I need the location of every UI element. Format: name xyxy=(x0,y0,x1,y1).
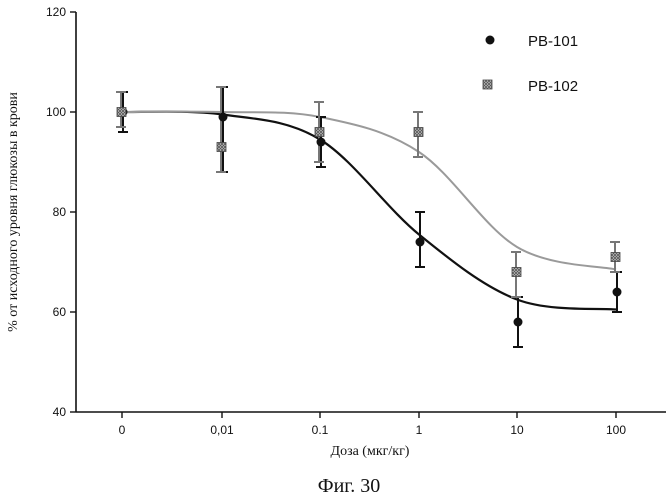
legend-label-pb101: PB-101 xyxy=(528,33,578,50)
x-tick-label: 10 xyxy=(510,423,524,437)
fit-curve-pb-102 xyxy=(121,110,617,271)
point-pb102 xyxy=(314,127,325,137)
point-pb102 xyxy=(511,267,522,277)
x-tick-label: 1 xyxy=(416,423,423,437)
fit-curve-pb-101 xyxy=(121,110,617,311)
point-pb101 xyxy=(513,317,523,327)
y-tick-label: 40 xyxy=(53,405,67,419)
legend-marker-pb102 xyxy=(482,79,493,90)
point-pb102 xyxy=(413,127,424,137)
point-pb101 xyxy=(316,137,326,147)
chart-legend: PB-101 PB-102 xyxy=(482,33,578,95)
x-tick-label: 0.1 xyxy=(312,423,329,437)
point-pb102 xyxy=(116,107,127,117)
legend-marker-pb101 xyxy=(485,35,495,45)
point-pb101 xyxy=(415,237,425,247)
x-tick-label: 0,01 xyxy=(210,423,234,437)
y-tick-label: 60 xyxy=(53,305,67,319)
x-tick-label: 0 xyxy=(119,423,126,437)
point-pb101 xyxy=(612,287,622,297)
error-bars xyxy=(116,86,622,348)
y-axis-ticks: 40 60 80 100 120 xyxy=(46,5,76,419)
y-tick-label: 100 xyxy=(46,105,66,119)
error-bar-pb-102 xyxy=(216,86,226,173)
y-tick-label: 80 xyxy=(53,205,67,219)
x-axis-ticks: 0 0,01 0.1 1 10 100 xyxy=(119,412,626,437)
legend-label-pb102: PB-102 xyxy=(528,78,578,95)
data-points xyxy=(116,107,622,327)
chart-axes xyxy=(75,12,666,413)
fit-curves xyxy=(121,110,617,311)
y-tick-label: 120 xyxy=(46,5,66,19)
point-pb101 xyxy=(218,112,228,122)
x-tick-label: 100 xyxy=(606,423,626,437)
figure-caption: Фиг. 30 xyxy=(318,475,380,497)
error-bar-pb-101 xyxy=(218,86,228,173)
point-pb102 xyxy=(216,142,227,152)
x-axis-title: Доза (мкг/кг) xyxy=(331,444,410,459)
y-axis-title: % от исходного уровня глюкозы в крови xyxy=(6,92,21,332)
point-pb102 xyxy=(610,252,621,262)
